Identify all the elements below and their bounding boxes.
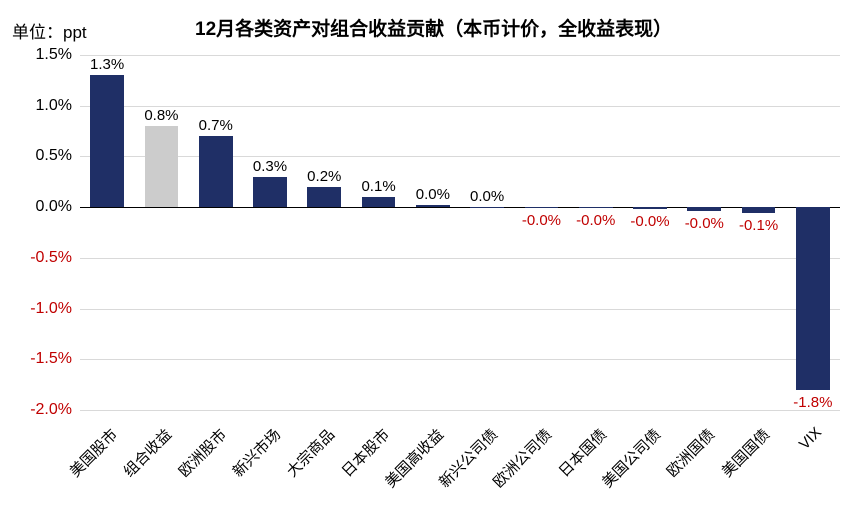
y-tick-label: -2.0% <box>30 401 72 419</box>
bar <box>199 136 233 207</box>
gridline <box>80 55 840 56</box>
bar <box>362 197 396 207</box>
bar <box>253 177 287 207</box>
bar <box>525 207 559 208</box>
bar-value-label: -0.0% <box>630 213 669 230</box>
gridline <box>80 258 840 259</box>
bar <box>633 207 667 209</box>
x-category-label: 大宗商品 <box>282 424 339 481</box>
bar-value-label: 0.7% <box>199 117 233 134</box>
bar <box>579 207 613 208</box>
y-tick-label: 1.0% <box>36 97 72 115</box>
x-category-label: 欧洲国债 <box>662 424 719 481</box>
y-tick-label: 0.0% <box>36 198 72 216</box>
y-tick-label: -1.0% <box>30 300 72 318</box>
x-category-label: 欧洲公司债 <box>488 424 556 492</box>
unit-label: 单位：ppt <box>12 18 87 43</box>
x-category-label: 美国国债 <box>716 424 773 481</box>
bar <box>90 75 124 207</box>
bar <box>307 187 341 207</box>
bar-value-label: -0.0% <box>522 212 561 229</box>
chart-title: 12月各类资产对组合收益贡献（本币计价，全收益表现） <box>195 14 672 41</box>
bar-chart: 单位：ppt 12月各类资产对组合收益贡献（本币计价，全收益表现） 1.5%1.… <box>0 0 863 516</box>
bar-value-label: 0.1% <box>361 178 395 195</box>
x-category-label: 新兴市场 <box>228 424 285 481</box>
bar <box>470 207 504 208</box>
bar-value-label: 1.3% <box>90 56 124 73</box>
bar <box>742 207 776 213</box>
bar-value-label: -0.0% <box>576 212 615 229</box>
bar-value-label: 0.2% <box>307 168 341 185</box>
bar-value-label: -0.0% <box>685 215 724 232</box>
y-tick-label: -0.5% <box>30 249 72 267</box>
y-tick-label: 0.5% <box>36 147 72 165</box>
bar-value-label: -1.8% <box>793 394 832 411</box>
y-tick-label: 1.5% <box>36 46 72 64</box>
bar <box>145 126 179 207</box>
plot-area: 1.5%1.0%0.5%0.0%-0.5%-1.0%-1.5%-2.0%1.3%… <box>80 55 840 410</box>
bar-value-label: 0.0% <box>470 188 504 205</box>
x-category-label: 欧洲股市 <box>173 424 230 481</box>
bar-value-label: 0.8% <box>144 107 178 124</box>
bar-value-label: -0.1% <box>739 217 778 234</box>
gridline <box>80 309 840 310</box>
bar <box>687 207 721 211</box>
x-category-label: 美国股市 <box>65 424 122 481</box>
bar <box>796 207 830 390</box>
gridline <box>80 410 840 411</box>
gridline <box>80 359 840 360</box>
gridline <box>80 106 840 107</box>
gridline <box>80 156 840 157</box>
bar-value-label: 0.0% <box>416 186 450 203</box>
baseline <box>80 207 840 208</box>
y-tick-label: -1.5% <box>30 350 72 368</box>
bar-value-label: 0.3% <box>253 158 287 175</box>
x-category-label: VIX <box>796 424 825 453</box>
bar <box>416 205 450 207</box>
x-category-label: 组合收益 <box>119 424 176 481</box>
